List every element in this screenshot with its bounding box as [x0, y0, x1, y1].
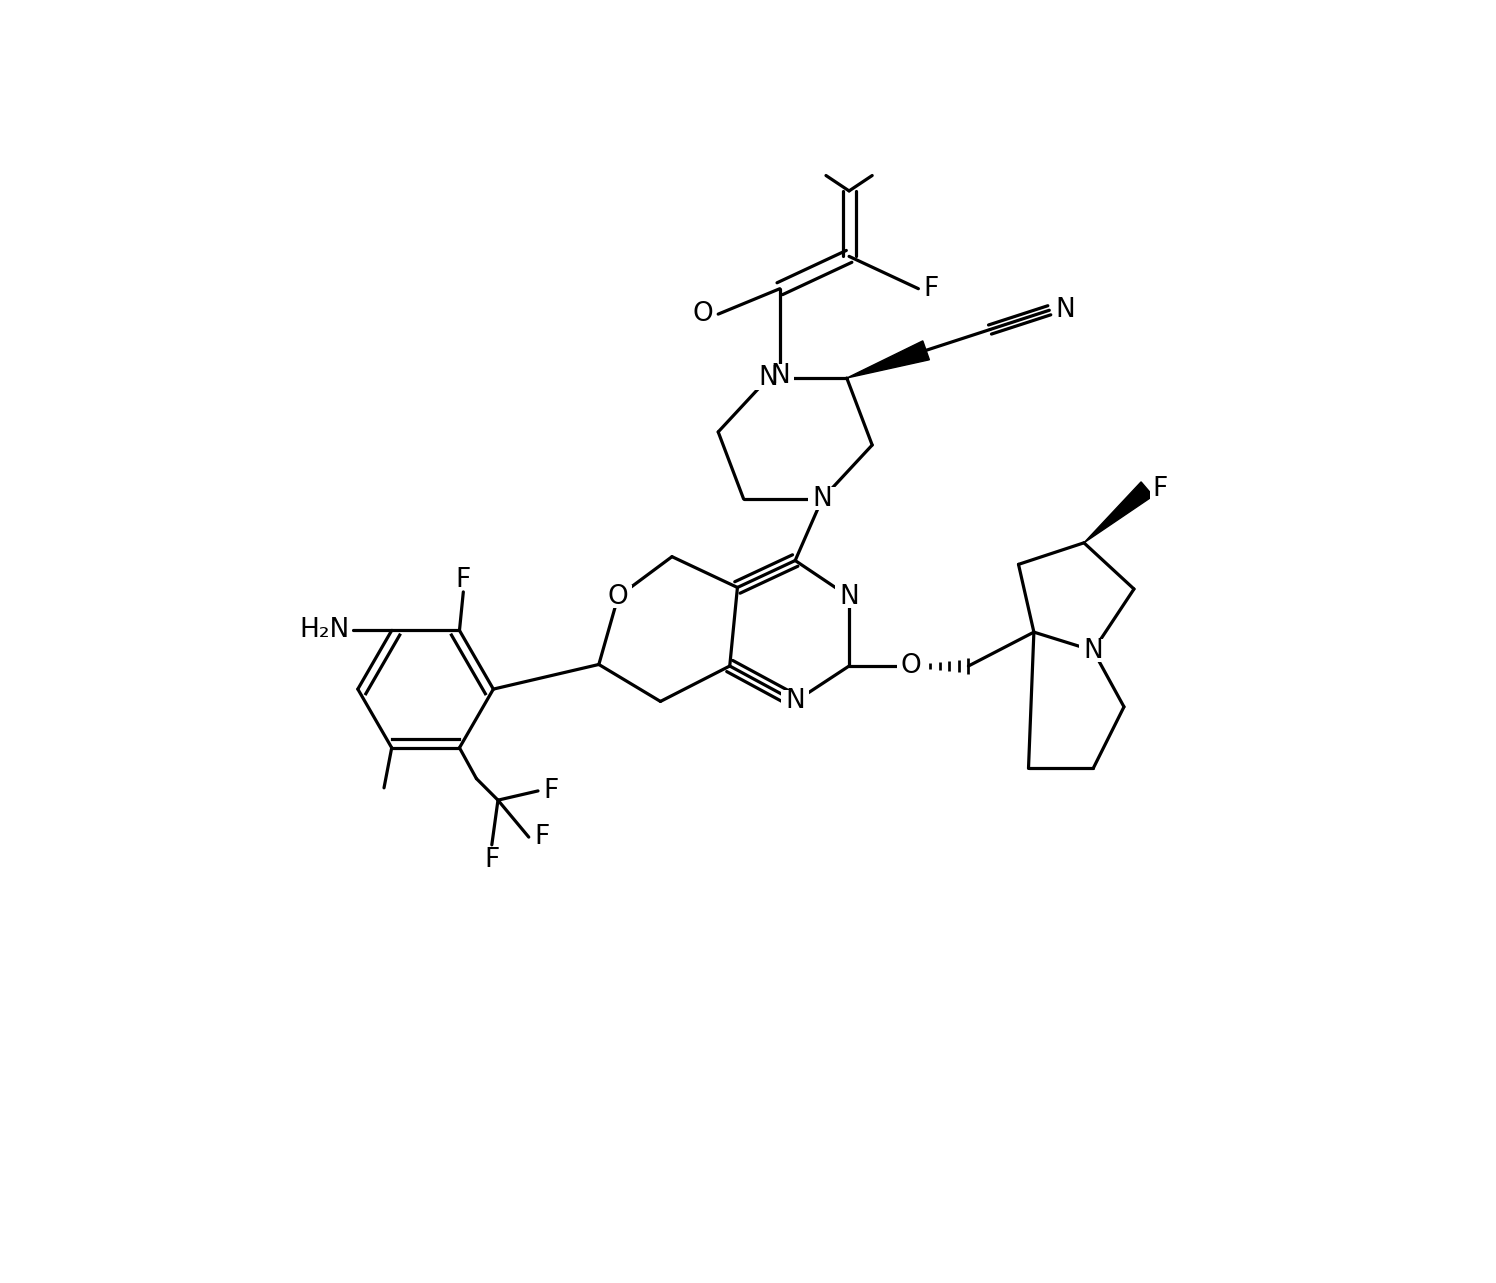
Text: N: N — [758, 366, 778, 391]
Bar — [1079, 639, 1107, 662]
Text: N: N — [812, 486, 832, 512]
Text: O: O — [607, 584, 628, 609]
Polygon shape — [847, 341, 929, 378]
Bar — [604, 585, 631, 608]
Text: F: F — [534, 824, 549, 851]
Bar — [922, 269, 944, 308]
Bar — [835, 585, 863, 608]
Text: O: O — [901, 653, 922, 679]
Bar — [766, 364, 794, 387]
Bar — [781, 690, 809, 713]
Bar — [693, 295, 715, 334]
Bar — [542, 771, 564, 810]
Bar — [754, 367, 782, 390]
Text: H₂N: H₂N — [299, 617, 350, 644]
Text: F: F — [1152, 476, 1168, 502]
Bar — [308, 611, 352, 649]
Bar — [808, 488, 836, 511]
Bar — [1150, 470, 1173, 508]
Bar — [452, 568, 474, 590]
Bar — [533, 817, 554, 856]
Text: F: F — [923, 276, 939, 302]
Text: O: O — [693, 302, 712, 327]
Polygon shape — [1085, 482, 1153, 543]
Text: F: F — [456, 567, 471, 593]
Text: N: N — [770, 363, 790, 389]
Text: N: N — [785, 689, 805, 715]
Text: N: N — [1056, 298, 1076, 323]
Text: F: F — [485, 847, 500, 874]
Bar — [1053, 291, 1076, 330]
Text: N: N — [839, 584, 859, 609]
Bar — [480, 849, 503, 871]
Bar — [896, 654, 925, 677]
Text: N: N — [1083, 638, 1103, 663]
Text: F: F — [543, 777, 558, 804]
